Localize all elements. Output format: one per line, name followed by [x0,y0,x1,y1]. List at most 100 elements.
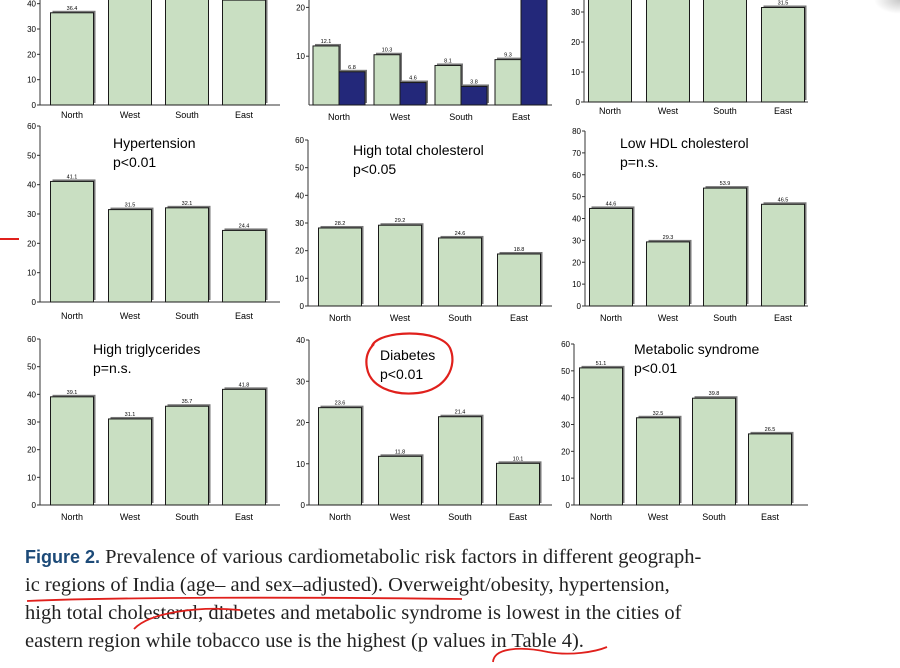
chart-subtitle: p<0.05 [353,161,396,177]
y-tick-label: 50 [572,193,581,202]
bar [222,229,266,303]
category-label: West [658,106,679,116]
category-label: West [390,112,411,122]
bar-value-label: 44.6 [606,201,617,207]
category-label: South [702,512,726,522]
figure-caption: Figure 2. Prevalence of various cardiome… [25,543,855,655]
bar-value-label: 11.8 [395,449,405,455]
bar-value-label: 31.5 [125,203,136,209]
bar-value-label: 12.1 [321,39,332,45]
bar-value-label: 10.1 [513,456,524,462]
bar [494,59,522,106]
chart-title: Hypertension [113,135,196,151]
y-tick-label: 30 [27,210,36,219]
y-tick-label: 30 [296,377,305,386]
category-label: South [448,313,472,323]
category-label: East [235,311,254,321]
chart-panel-4: 0 10 20 30 40 50 60 41.1 North 31.5 West 32.1 South 2… [27,122,280,321]
bar [520,0,548,106]
bar [497,253,541,307]
category-label: South [449,112,473,122]
bar-value-label: 4.6 [409,76,417,82]
category-label: East [761,512,780,522]
bar [761,203,805,307]
bar-value-label: 39.1 [67,390,78,396]
bar [399,82,427,106]
chart-panel-7: 0 10 20 30 40 50 60 39.1 North 31.1 West 35.7 South 4… [27,335,280,522]
y-tick-label: 10 [561,474,570,483]
y-tick-label: 0 [32,101,37,110]
chart-panel-9: 0 10 20 30 40 50 60 51.1 North 32.5 West 39.8 South 2… [561,340,808,522]
category-label: East [235,110,254,120]
bar-value-label: 41.8 [239,382,250,388]
bar-value-label: 18.8 [514,247,525,253]
y-tick-label: 0 [577,302,582,311]
y-tick-label: 0 [300,302,305,311]
bar-value-label: 31.1 [125,412,136,418]
bar [108,209,152,303]
y-tick-label: 60 [27,122,36,131]
y-tick-label: 40 [572,215,581,224]
category-label: West [390,512,411,522]
category-label: North [329,512,351,522]
bar-value-label: 10.3 [382,48,393,54]
y-tick-label: 0 [32,501,37,510]
bar-value-label: 53.9 [720,181,731,187]
y-tick-label: 0 [32,298,37,307]
chart-title: Diabetes [380,347,435,363]
y-tick-label: 30 [295,219,304,228]
bar-value-label: 6.8 [348,65,356,71]
y-tick-label: 20 [561,447,570,456]
chart-panel-6: 0 10 20 30 40 50 60 70 80 44.6 North 29.3 West 53.9 So… [572,127,808,323]
bar [338,71,366,106]
category-label: North [600,313,622,323]
y-tick-label: 20 [27,50,36,59]
bar-value-label: 32.5 [653,411,664,417]
chart-subtitle: p<0.01 [634,360,677,376]
category-label: South [713,313,737,323]
y-tick-label: 60 [295,136,304,145]
category-label: East [512,112,531,122]
category-label: South [448,512,472,522]
y-tick-label: 20 [295,247,304,256]
y-tick-label: 0 [301,501,306,510]
bar [748,433,792,506]
bar-value-label: 36.4 [67,6,78,12]
bar [108,0,152,106]
y-tick-label: 20 [296,419,305,428]
bar [165,207,209,303]
bar-value-label: 39.8 [709,391,720,397]
y-tick-label: 20 [572,258,581,267]
y-tick-label: 30 [571,8,580,17]
bar-value-label: 9.3 [504,53,512,59]
y-tick-label: 10 [296,460,305,469]
chart-subtitle: p<0.01 [380,366,423,382]
category-label: North [328,112,350,122]
bar-value-label: 41.1 [67,174,78,180]
y-tick-label: 50 [295,164,304,173]
caption-text-1: Prevalence of various cardiometabolic ri… [100,546,702,568]
y-tick-label: 80 [572,127,581,136]
bar-value-label: 28.2 [335,221,346,227]
category-label: North [61,311,83,321]
bar [496,462,540,506]
bar-value-label: 31.5 [778,1,789,7]
page-corner-shadow [874,0,900,14]
bar [165,0,209,106]
y-tick-label: 10 [571,68,580,77]
bar-value-label: 29.2 [395,218,406,224]
y-tick-label: 10 [295,274,304,283]
category-label: North [61,512,83,522]
bar [108,418,152,506]
bar [165,405,209,506]
chart-panel-8: 0 10 20 30 40 23.6 North 11.8 West 21.4 South 10.1 E… [296,336,552,522]
category-label: West [120,512,141,522]
bar-value-label: 21.4 [455,410,466,416]
chart-subtitle: p<0.01 [113,154,156,170]
chart-title: High triglycerides [93,341,200,357]
y-tick-label: 10 [27,269,36,278]
bar [318,407,362,506]
y-tick-label: 10 [572,280,581,289]
chart-title: High total cholesterol [353,142,484,158]
category-label: North [61,110,83,120]
